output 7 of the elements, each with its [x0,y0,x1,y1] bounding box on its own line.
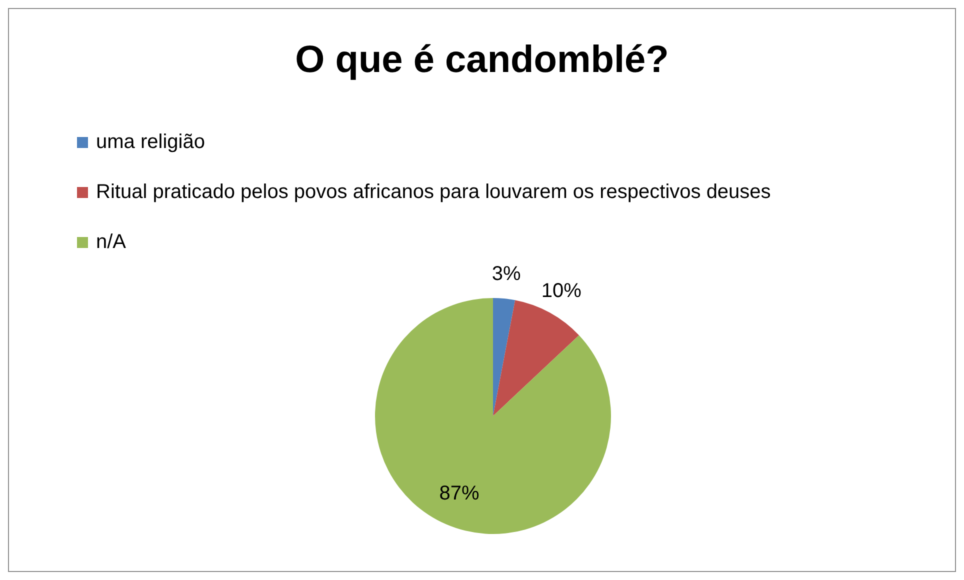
data-label: 10% [541,280,582,302]
data-label: 87% [439,482,480,504]
legend-label: n/A [96,230,126,254]
data-label: 3% [492,263,522,286]
legend-label: Ritual praticado pelos povos africanos para louvarem os respectivos deuses [96,180,771,204]
chart-title: O que é candomblé? [294,39,670,82]
legend-label: uma religião [96,130,205,154]
